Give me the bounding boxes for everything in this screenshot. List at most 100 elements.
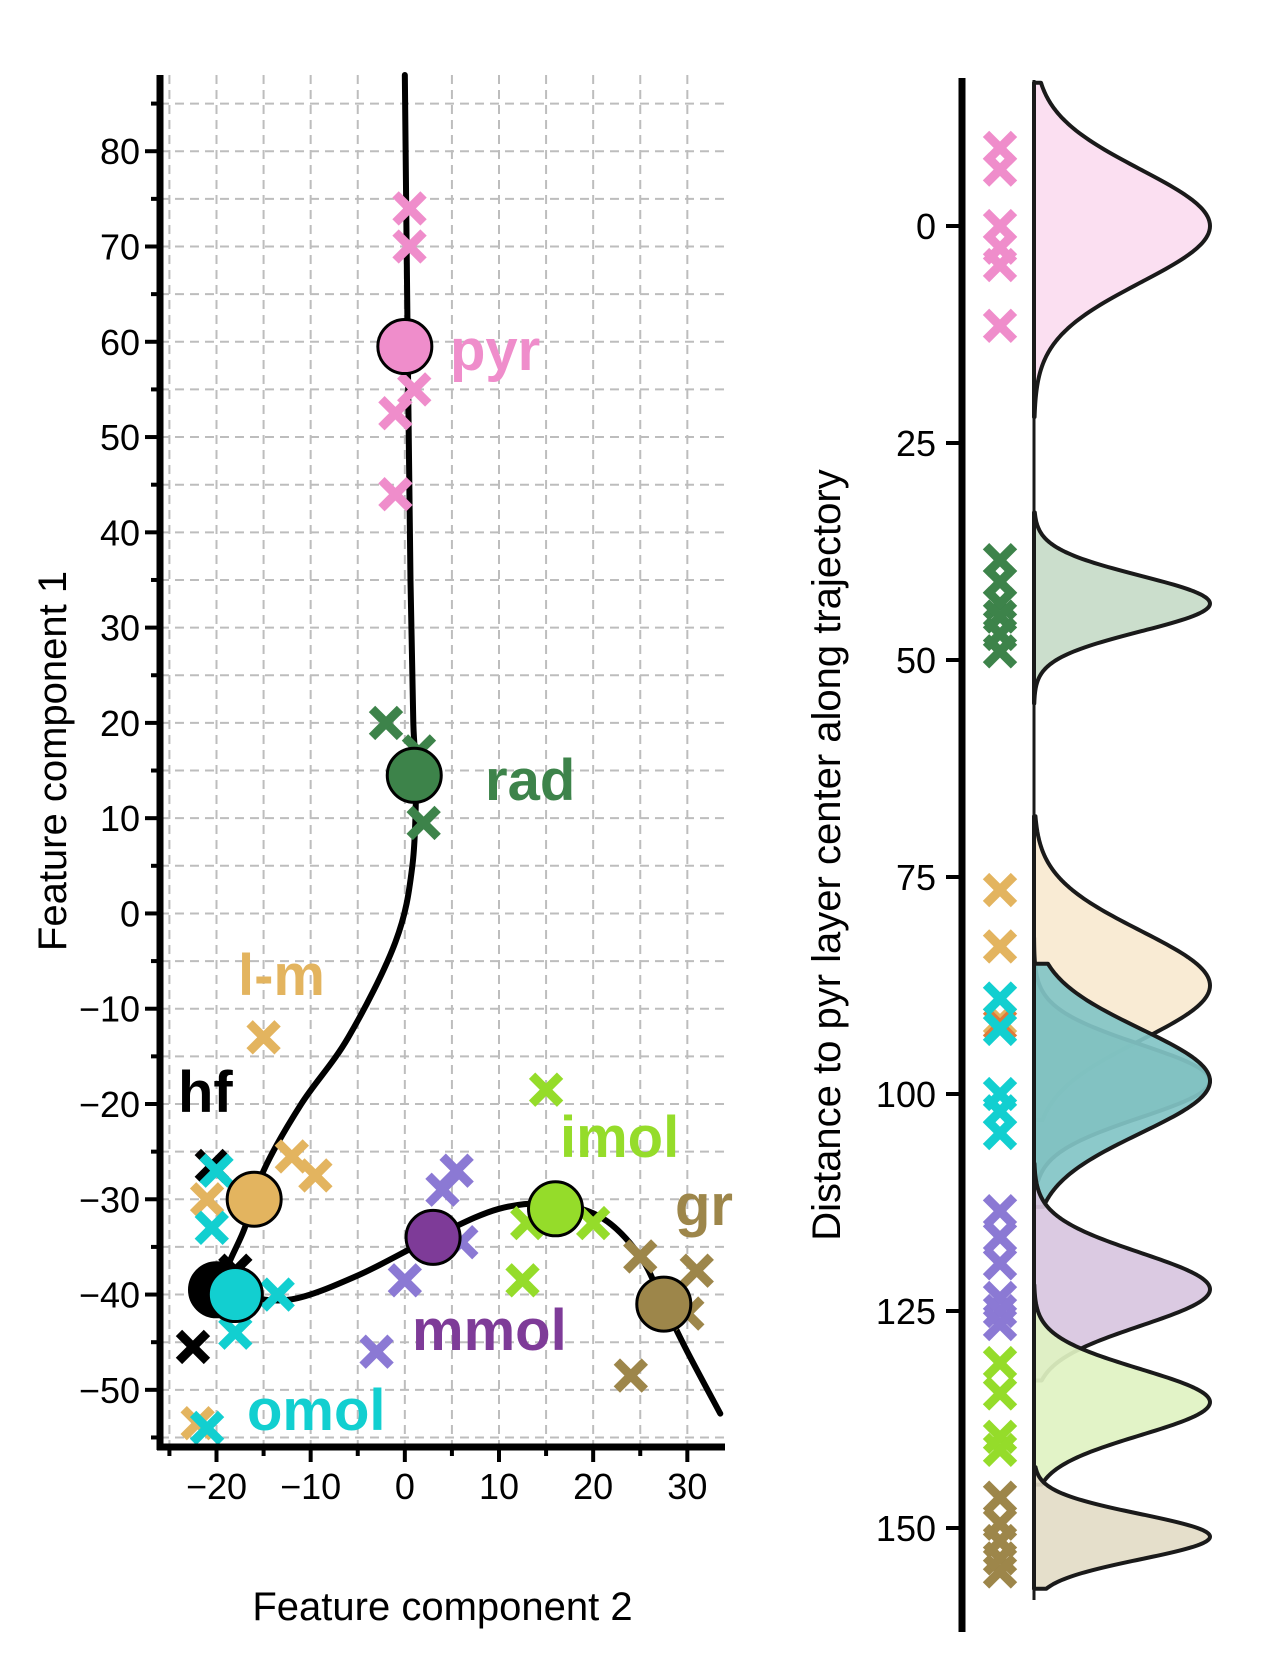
- distance-tick-label: 100: [876, 1074, 936, 1115]
- marker-l-m: [982, 872, 1018, 908]
- scatter-points: [175, 191, 714, 1446]
- marker-gr: [982, 1554, 1018, 1589]
- point-l-m: [189, 1182, 225, 1217]
- density-curves: [1032, 80, 1212, 1600]
- y-axis-title: Feature component 1: [31, 571, 75, 951]
- marker-pyr: [982, 152, 1018, 187]
- label-l-m: l-m: [238, 943, 325, 1008]
- marker-imol: [982, 1376, 1018, 1411]
- distance-tick-label: 125: [876, 1291, 936, 1332]
- marker-omol: [982, 1115, 1018, 1151]
- y-tick-label: −50: [79, 1370, 140, 1411]
- density-mmol: [1032, 1161, 1212, 1383]
- point-rad: [406, 805, 441, 841]
- x-tick-label: −20: [186, 1466, 247, 1507]
- point-hf: [175, 1329, 211, 1365]
- distance-tick-label: 25: [896, 423, 936, 464]
- distance-panel: 0 25 50 75 100 125 150 Distance to pyr layer c…: [805, 78, 1212, 1632]
- point-gr: [679, 1253, 714, 1288]
- density-omol: [1032, 961, 1212, 1209]
- center-omol: [206, 1266, 264, 1324]
- y-tick-label: 20: [100, 703, 140, 744]
- point-pyr: [378, 477, 413, 512]
- y-tick-label: 30: [100, 608, 140, 649]
- marker-l-m: [982, 929, 1018, 964]
- distance-axis: 0 25 50 75 100 125 150: [876, 78, 966, 1632]
- point-pyr: [392, 229, 427, 264]
- distance-tick-label: 0: [916, 206, 936, 247]
- x-axis-title: Feature component 2: [252, 1585, 632, 1629]
- marker-gr: [982, 1480, 1018, 1515]
- center-imol: [527, 1180, 584, 1238]
- point-l-m: [298, 1158, 333, 1193]
- density-pyr: [1032, 80, 1212, 419]
- y-tick-label: −40: [79, 1275, 140, 1316]
- label-imol: imol: [560, 1105, 679, 1170]
- distance-markers: [982, 130, 1018, 1589]
- x-tick-label: 20: [573, 1466, 613, 1507]
- distance-tick-label: 50: [896, 640, 936, 681]
- marker-mmol: [982, 1193, 1018, 1229]
- y-tick-label: −20: [79, 1084, 140, 1125]
- marker-mmol: [982, 1246, 1018, 1281]
- y-tick-label: −10: [79, 989, 140, 1030]
- cluster-centers: [188, 318, 693, 1333]
- label-hf: hf: [178, 1060, 233, 1125]
- y-tick-label: 50: [100, 417, 140, 458]
- point-rad: [368, 705, 404, 741]
- point-omol: [189, 1410, 225, 1446]
- marker-mmol: [982, 1220, 1018, 1255]
- center-l-m: [225, 1170, 283, 1228]
- point-mmol: [387, 1263, 423, 1298]
- x-tick-label: 30: [667, 1466, 707, 1507]
- label-gr: gr: [675, 1173, 733, 1238]
- marker-imol: [982, 1345, 1018, 1381]
- point-omol: [218, 1315, 253, 1350]
- marker-omol: [982, 981, 1018, 1016]
- point-pyr: [378, 396, 413, 431]
- center-rad: [385, 746, 443, 804]
- marker-pyr: [982, 308, 1018, 344]
- density-rad: [1032, 510, 1212, 706]
- distance-tick-label: 75: [896, 857, 936, 898]
- y-tick-label: 60: [100, 322, 140, 363]
- center-mmol: [404, 1208, 462, 1266]
- label-pyr: pyr: [450, 318, 540, 383]
- distance-tick-label: 150: [876, 1508, 936, 1549]
- y-tick-label: 10: [100, 798, 140, 839]
- point-imol: [575, 1205, 611, 1241]
- density-gr: [1032, 1465, 1212, 1591]
- x-tick-label: 0: [395, 1466, 415, 1507]
- point-omol: [199, 1153, 234, 1188]
- point-mmol: [425, 1172, 460, 1207]
- center-gr: [635, 1275, 693, 1333]
- y-tick-label: 70: [100, 227, 140, 268]
- marker-rad: [982, 634, 1018, 669]
- trajectory-curve: [222, 72, 724, 1417]
- center-pyr: [376, 318, 434, 376]
- y-tick-label: 80: [100, 131, 140, 172]
- scatter-axes: −20 −10 0 10 20 30 −50 −40 −30 −20 −10 0 10 20 30 40 50 6…: [79, 75, 725, 1507]
- point-gr: [613, 1358, 649, 1393]
- label-mmol: mmol: [412, 1298, 567, 1363]
- label-omol: omol: [247, 1378, 386, 1443]
- x-tick-label: −10: [280, 1466, 341, 1507]
- marker-imol: [982, 1432, 1018, 1468]
- density-imol: [1032, 1282, 1212, 1487]
- y-tick-label: −30: [79, 1179, 140, 1220]
- marker-omol: [982, 1011, 1018, 1047]
- point-omol: [260, 1277, 295, 1312]
- x-tick-label: 10: [479, 1466, 519, 1507]
- point-omol: [194, 1210, 229, 1246]
- point-pyr: [392, 191, 427, 226]
- point-imol: [505, 1263, 540, 1298]
- point-imol: [528, 1072, 564, 1107]
- y-tick-label: 0: [120, 893, 140, 934]
- marker-mmol: [982, 1306, 1018, 1342]
- marker-pyr: [982, 247, 1018, 283]
- distance-axis-title: Distance to pyr layer center along traje…: [805, 469, 849, 1240]
- point-gr: [623, 1239, 658, 1274]
